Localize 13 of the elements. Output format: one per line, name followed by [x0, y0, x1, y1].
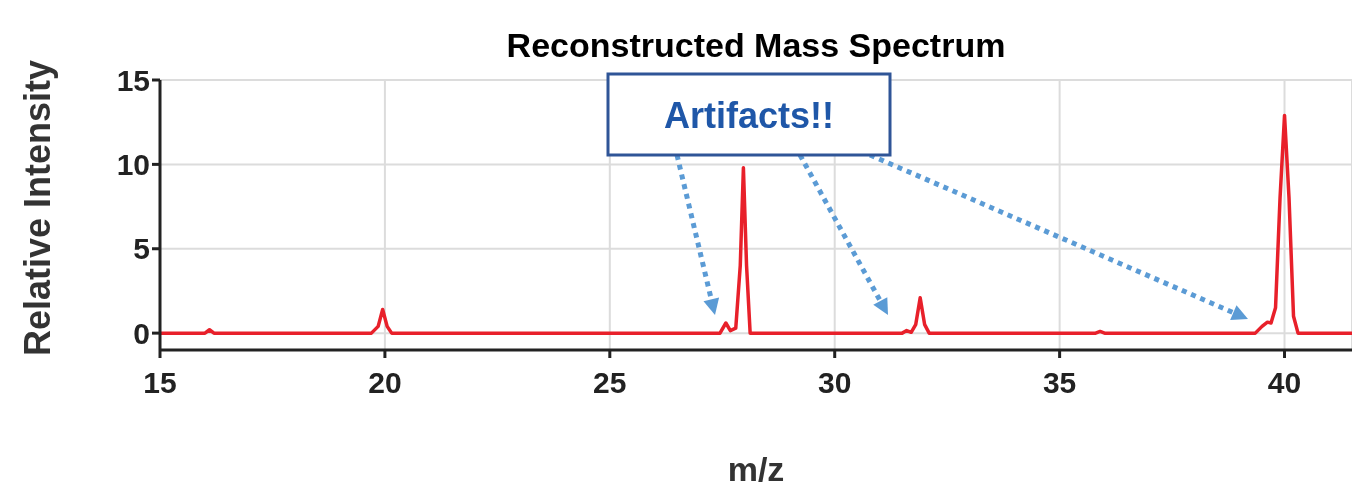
x-tick-label: 30: [818, 366, 852, 400]
x-tick-label: 25: [593, 366, 627, 400]
y-axis-title: Relative Intensity: [17, 59, 58, 357]
chart-title: Reconstructed Mass Spectrum: [505, 26, 1007, 65]
annotation: Artifacts!!: [663, 95, 835, 136]
y-tick-label: 5: [133, 232, 150, 266]
x-axis-title: m/z: [727, 450, 785, 488]
y-tick-label: 0: [133, 316, 150, 350]
x-tick-label: 35: [1042, 366, 1077, 400]
x-tick-label: 20: [368, 366, 402, 400]
y-tick-label: 10: [116, 148, 150, 182]
x-tick-label: 40: [1267, 366, 1302, 400]
y-tick-label: 15: [116, 63, 150, 97]
